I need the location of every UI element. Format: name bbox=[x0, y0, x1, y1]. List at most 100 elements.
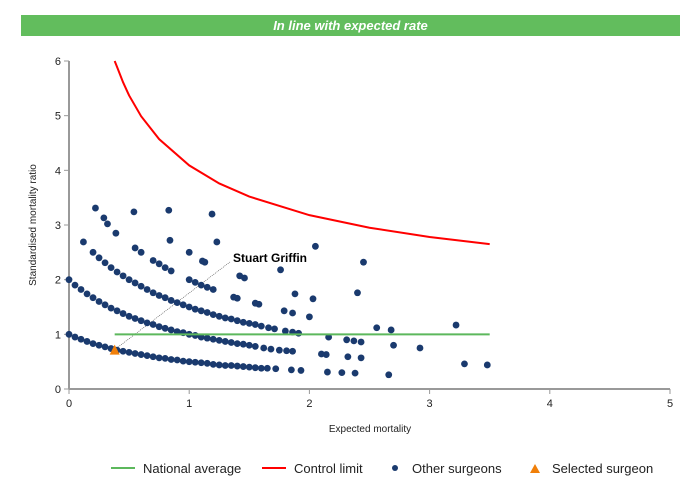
other-surgeon-point bbox=[65, 330, 73, 338]
other-surgeon-point bbox=[65, 276, 73, 284]
other-surgeon-point bbox=[203, 309, 211, 316]
other-surgeon-point bbox=[385, 371, 393, 379]
chart-marks bbox=[65, 60, 491, 379]
other-surgeon-point bbox=[149, 289, 157, 297]
other-surgeon-point bbox=[239, 318, 247, 326]
other-surgeon-point bbox=[221, 314, 229, 322]
other-surgeon-point bbox=[167, 297, 175, 304]
x-tick-label: 1 bbox=[186, 398, 192, 410]
other-surgeon-point bbox=[161, 324, 169, 332]
other-surgeon-point bbox=[227, 315, 235, 323]
other-surgeon-point bbox=[280, 307, 288, 315]
other-surgeon-point bbox=[125, 312, 133, 320]
other-surgeon-point bbox=[131, 244, 139, 252]
other-surgeon-point bbox=[265, 324, 272, 332]
other-surgeon-point bbox=[354, 289, 361, 297]
other-surgeon-point bbox=[322, 351, 330, 358]
other-surgeon-point bbox=[107, 304, 115, 312]
other-surgeon-point bbox=[289, 347, 296, 355]
other-surgeon-point bbox=[203, 283, 211, 291]
other-surgeon-point bbox=[287, 366, 295, 374]
other-surgeon-point bbox=[297, 367, 305, 374]
x-tick-label: 0 bbox=[66, 398, 72, 410]
legend-label: Other surgeons bbox=[412, 460, 502, 476]
other-surgeon-point bbox=[343, 336, 351, 344]
x-tick-label: 2 bbox=[306, 398, 312, 410]
other-surgeon-point bbox=[119, 310, 127, 317]
other-surgeon-point bbox=[291, 290, 299, 298]
other-surgeon-point bbox=[71, 281, 79, 289]
other-surgeon-point bbox=[191, 305, 199, 313]
other-surgeon-point bbox=[112, 229, 120, 237]
other-surgeon-point bbox=[71, 333, 79, 341]
other-surgeon-point bbox=[185, 303, 193, 311]
other-surgeon-point bbox=[263, 364, 271, 372]
legend-selected-surgeon[interactable]: Selected surgeon bbox=[530, 458, 653, 478]
legend-other-surgeons[interactable]: Other surgeons bbox=[392, 458, 502, 478]
other-surgeon-point bbox=[83, 290, 91, 298]
other-surgeon-point bbox=[101, 343, 109, 351]
other-surgeon-point bbox=[119, 347, 127, 355]
other-surgeon-point bbox=[233, 317, 241, 325]
other-surgeon-point bbox=[275, 346, 283, 354]
other-surgeon-point bbox=[221, 338, 229, 345]
other-surgeon-point bbox=[161, 354, 169, 362]
other-surgeon-point bbox=[203, 359, 211, 367]
other-surgeon-point bbox=[215, 336, 223, 344]
legend-control-limit[interactable]: Control limit bbox=[262, 458, 363, 478]
other-surgeon-point bbox=[77, 286, 85, 293]
other-surgeon-point bbox=[131, 279, 139, 287]
other-surgeon-point bbox=[201, 258, 209, 266]
other-surgeon-point bbox=[312, 242, 319, 250]
x-tick-label: 3 bbox=[427, 398, 433, 410]
other-surgeon-point bbox=[95, 341, 103, 349]
other-surgeon-point bbox=[101, 301, 109, 309]
other-surgeon-point bbox=[239, 363, 247, 370]
other-surgeon-point bbox=[197, 359, 205, 367]
other-surgeon-point bbox=[324, 368, 331, 376]
other-surgeon-point bbox=[165, 206, 173, 214]
other-surgeon-point bbox=[390, 341, 397, 349]
x-tick-label: 4 bbox=[547, 398, 553, 410]
legend-national-average[interactable]: National average bbox=[111, 458, 241, 478]
other-surgeon-point bbox=[241, 274, 248, 282]
other-surgeon-point bbox=[233, 294, 241, 302]
dot-icon bbox=[392, 465, 398, 471]
other-surgeon-point bbox=[125, 276, 133, 284]
other-surgeon-point bbox=[209, 286, 217, 293]
other-surgeon-point bbox=[452, 321, 460, 329]
line-swatch-icon bbox=[262, 467, 286, 469]
other-surgeon-point bbox=[203, 334, 211, 342]
other-surgeon-point bbox=[416, 344, 424, 352]
other-surgeon-point bbox=[251, 364, 259, 372]
x-tick-label: 5 bbox=[667, 398, 673, 410]
other-surgeon-point bbox=[306, 313, 313, 321]
other-surgeon-point bbox=[113, 307, 121, 315]
other-surgeon-point bbox=[277, 266, 284, 274]
selected-surgeon-point bbox=[109, 344, 120, 355]
legend-label: National average bbox=[143, 460, 242, 476]
other-surgeon-point bbox=[149, 257, 157, 264]
other-surgeon-point bbox=[77, 335, 85, 343]
other-surgeon-point bbox=[167, 267, 175, 275]
other-surgeon-point bbox=[80, 238, 87, 246]
legend-label: Control limit bbox=[294, 460, 363, 476]
other-surgeon-point bbox=[155, 260, 163, 268]
control-limit-line bbox=[113, 60, 490, 246]
other-surgeon-point bbox=[251, 342, 259, 350]
other-surgeon-point bbox=[131, 350, 139, 357]
other-surgeon-point bbox=[173, 356, 181, 364]
y-axis-label: Standardised mortality ratio bbox=[28, 164, 39, 286]
y-tick-label: 5 bbox=[55, 111, 61, 123]
status-banner: In line with expected rate bbox=[21, 15, 680, 36]
other-surgeon-point bbox=[239, 340, 247, 348]
other-surgeon-point bbox=[89, 248, 97, 256]
other-surgeon-point bbox=[260, 344, 268, 352]
other-surgeon-point bbox=[137, 351, 145, 358]
other-surgeon-point bbox=[309, 295, 317, 303]
other-surgeon-point bbox=[137, 317, 145, 325]
y-tick-label: 1 bbox=[55, 329, 61, 341]
other-surgeon-point bbox=[137, 282, 145, 290]
other-surgeon-point bbox=[167, 326, 175, 334]
